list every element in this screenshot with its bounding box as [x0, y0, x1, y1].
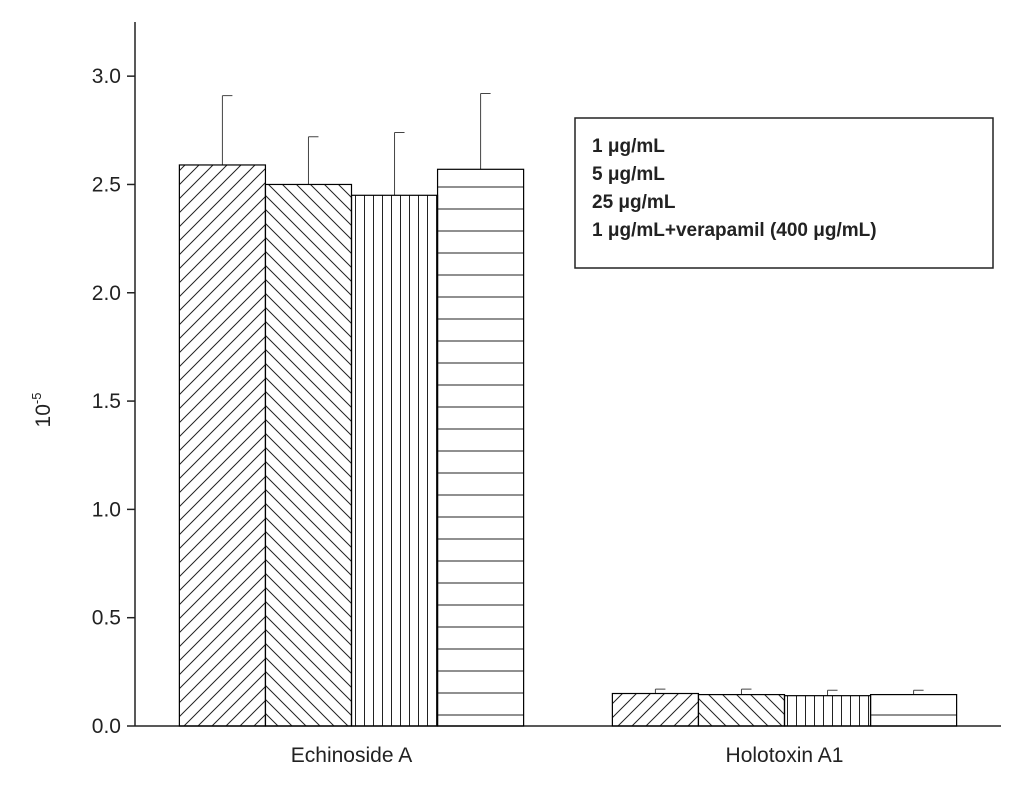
y-axis-label: 10-5: [29, 393, 55, 428]
y-label-exponent: -5: [29, 393, 44, 405]
legend-label: 5 μg/mL: [592, 164, 665, 185]
bar: [350, 194, 439, 727]
legend-label: 25 μg/mL: [592, 192, 676, 213]
legend-label: 1 μg/mL: [592, 136, 665, 157]
y-tick-label: 3.0: [92, 65, 121, 88]
bar: [869, 693, 958, 727]
y-tick-label: 1.0: [92, 498, 121, 521]
error-bar: [307, 136, 319, 185]
bar: [783, 695, 872, 727]
y-tick-label: 2.0: [92, 282, 121, 305]
error-bar: [740, 688, 752, 695]
error-bar: [221, 95, 233, 165]
bar: [264, 183, 353, 727]
error-bar: [480, 92, 491, 170]
legend-box: [574, 117, 994, 269]
y-tick-label: 0.5: [92, 607, 121, 630]
error-bar: [394, 131, 405, 196]
y-tick-label: 0.0: [92, 715, 121, 738]
y-tick-label: 1.5: [92, 390, 121, 413]
y-label-base: 10: [32, 404, 55, 427]
legend-label: 1 μg/mL+verapamil (400 μg/mL): [592, 220, 877, 241]
x-tick-label: Echinoside A: [291, 744, 412, 767]
y-tick-label: 2.5: [92, 173, 121, 196]
bar: [436, 168, 525, 727]
error-bar: [654, 688, 666, 694]
bar: [697, 693, 786, 727]
error-bar: [827, 689, 838, 696]
bar: [178, 164, 267, 727]
bar: [611, 692, 700, 727]
x-tick-label: Holotoxin A1: [726, 744, 844, 767]
error-bar: [913, 689, 924, 695]
